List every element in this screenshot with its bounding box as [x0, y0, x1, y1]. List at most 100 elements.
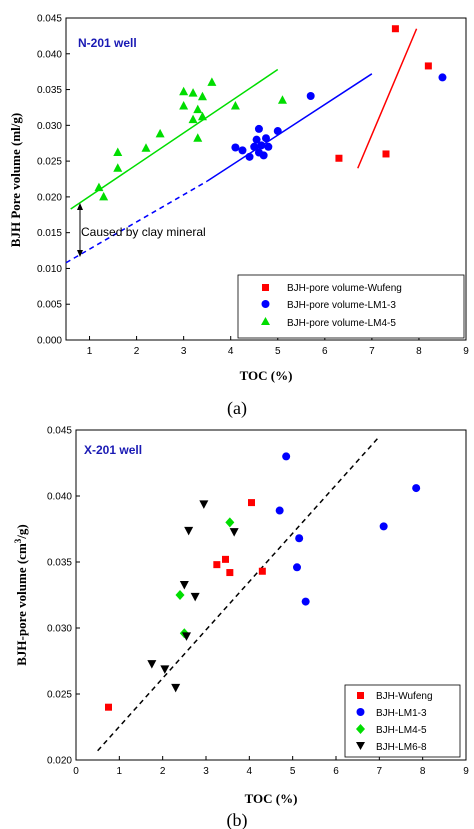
- data-point: [188, 114, 198, 124]
- data-point: [193, 133, 203, 142]
- data-point: [207, 77, 217, 86]
- y-tick-label: 0.015: [37, 228, 62, 239]
- chart-a-points: [94, 25, 447, 201]
- data-point: [230, 101, 240, 110]
- data-point: [250, 142, 259, 151]
- data-point: [275, 506, 284, 515]
- data-point: [282, 452, 291, 461]
- data-point: [252, 135, 261, 144]
- y-tick-label: 0.045: [37, 14, 62, 25]
- y-tick-label: 0.030: [37, 121, 62, 132]
- data-point: [226, 569, 234, 577]
- fit-line: [357, 28, 418, 169]
- chart-b-legend-item-lm1-3: BJH-LM1-3: [376, 708, 427, 719]
- y-tick-label: 0.020: [37, 192, 62, 203]
- data-point: [273, 127, 282, 136]
- data-point: [301, 597, 310, 606]
- data-point: [258, 567, 266, 575]
- x-tick-label: 9: [463, 346, 469, 357]
- data-point: [160, 665, 170, 674]
- legend-triangle-down-icon: [356, 742, 365, 750]
- arrow-down-head: [77, 250, 83, 257]
- data-point: [99, 191, 109, 201]
- fit-line: [70, 68, 279, 210]
- chart-b-legend-box: [344, 684, 461, 758]
- y-tick-label: 0.000: [37, 336, 62, 347]
- data-point: [379, 522, 388, 531]
- data-point: [179, 86, 189, 96]
- data-point: [262, 134, 270, 143]
- chart-b-x-axis-label: TOC (%): [245, 791, 298, 806]
- legend-circle-icon: [261, 300, 270, 308]
- data-point: [197, 111, 207, 121]
- chart-b-y-axis-label-sup: 3: [13, 538, 23, 543]
- data-point: [259, 151, 268, 160]
- x-tick-label: 9: [463, 766, 469, 777]
- data-point: [190, 592, 200, 602]
- chart-a-legend-item-lm1-3: BJH-pore volume-LM1-3: [287, 300, 396, 311]
- chart-a-plot-frame: [65, 17, 467, 341]
- fit-line: [206, 73, 373, 182]
- x-tick-label: 6: [333, 766, 339, 777]
- data-point: [254, 124, 263, 133]
- data-point: [179, 101, 189, 110]
- y-tick-label: 0.035: [47, 558, 72, 569]
- data-point: [293, 563, 301, 572]
- data-point: [277, 95, 287, 104]
- data-point: [155, 128, 165, 138]
- chart-b-y-ticks: 0.020 0.025 0.030 0.035 0.040 0.045: [47, 426, 80, 767]
- chart-b-legend-item-wufeng: BJH-Wufeng: [376, 691, 433, 702]
- chart-b-legend-item-lm6-8: BJH-LM6-8: [376, 742, 427, 753]
- y-tick-label: 0.010: [37, 264, 62, 275]
- data-point: [182, 632, 191, 641]
- x-tick-label: 8: [420, 766, 426, 777]
- data-point: [306, 91, 315, 100]
- chart-a-fit-lines: [65, 28, 418, 264]
- chart-a-arrow-annotation: Caused by clay mineral: [81, 225, 206, 239]
- chart-b-y-axis-label-tail: /g): [14, 524, 29, 539]
- y-tick-label: 0.045: [47, 426, 72, 437]
- data-point: [231, 143, 240, 152]
- data-point: [94, 182, 104, 192]
- data-point: [171, 683, 181, 693]
- data-point: [295, 534, 304, 543]
- data-point: [225, 517, 235, 528]
- chart-b-plot-frame: [75, 429, 467, 761]
- data-point: [222, 555, 229, 563]
- chart-a-x-axis-label: TOC (%): [240, 368, 293, 383]
- chart-b-x-ticks: 0 1 2 3 4 5 6 7 8 9: [73, 756, 469, 777]
- chart-b-fit-lines: [97, 436, 380, 752]
- y-tick-label: 0.005: [37, 300, 62, 311]
- chart-a-legend: BJH-pore volume-Wufeng BJH-pore volume-L…: [237, 274, 465, 339]
- fit-line: [65, 180, 208, 264]
- x-tick-label: 4: [247, 766, 253, 777]
- data-point: [147, 660, 157, 669]
- chart-a: 1 2 3 4 5 6 7 8 9 0.000 0.005 0.010 0.015 0.020 0.025…: [8, 14, 469, 420]
- data-point: [257, 141, 266, 150]
- x-tick-label: 8: [416, 346, 422, 357]
- data-point: [335, 154, 343, 162]
- data-point: [184, 526, 194, 536]
- x-tick-label: 4: [228, 346, 234, 357]
- legend-square-icon: [262, 284, 269, 291]
- chart-a-legend-box: [237, 274, 465, 339]
- data-point: [188, 88, 198, 97]
- chart-a-well-label: N-201 well: [78, 36, 137, 50]
- chart-b-legend: BJH-Wufeng BJH-LM1-3 BJH-LM4-5 BJH-LM6-8: [344, 684, 461, 758]
- y-tick-label: 0.040: [37, 49, 62, 60]
- x-tick-label: 7: [369, 346, 375, 357]
- data-point: [245, 152, 254, 161]
- data-point: [412, 484, 421, 493]
- data-point: [438, 73, 447, 82]
- data-point: [193, 104, 203, 114]
- data-point: [391, 25, 399, 33]
- y-tick-label: 0.020: [47, 756, 72, 767]
- chart-b-panel-label: (b): [227, 810, 248, 829]
- y-tick-label: 0.025: [47, 690, 72, 701]
- chart-b: 0 1 2 3 4 5 6 7 8 9 0.020 0.025 0.030 0.035 0.040 0.04…: [13, 426, 469, 829]
- legend-diamond-icon: [356, 724, 365, 734]
- x-tick-label: 1: [87, 346, 93, 357]
- x-tick-label: 3: [203, 766, 209, 777]
- chart-a-y-ticks: 0.000 0.005 0.010 0.015 0.020 0.025 0.030 0.035…: [37, 14, 70, 347]
